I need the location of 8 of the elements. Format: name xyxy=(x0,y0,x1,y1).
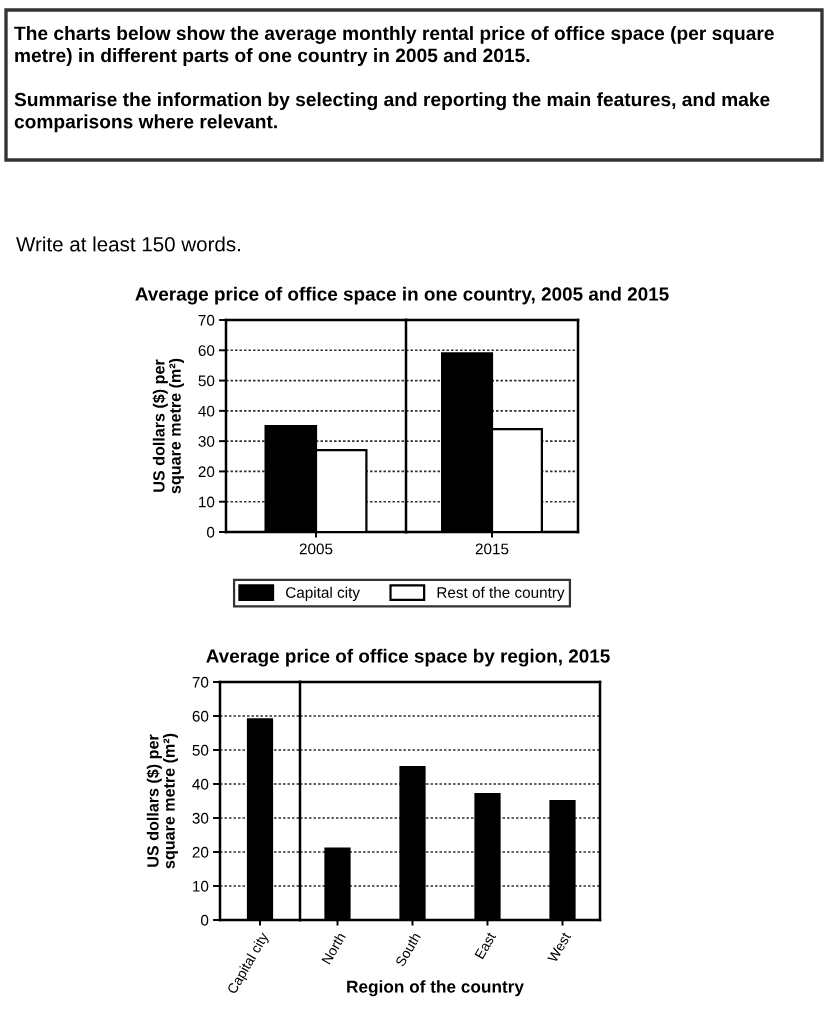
text: Write at least 150 words. xyxy=(16,236,240,252)
text: Summarise the information by selecting and reporting the main features, and make comparisons where relevant. xyxy=(14,92,770,133)
x-axis-title: Region of the country xyxy=(347,980,524,997)
text: Average price of office space by region, 2015 xyxy=(206,648,610,667)
y-axis-title: US dollars ($) per square metre (m²) xyxy=(146,733,179,869)
chart-title: Average price of office space in one country, 2005 and 2015 xyxy=(135,286,669,305)
y-axis-title: US dollars ($) per square metre (m²) xyxy=(152,358,185,494)
text: The charts below show the average monthly rental price of office space (per square metre) in different parts of one country in 2005 and 2015. xyxy=(14,26,774,66)
